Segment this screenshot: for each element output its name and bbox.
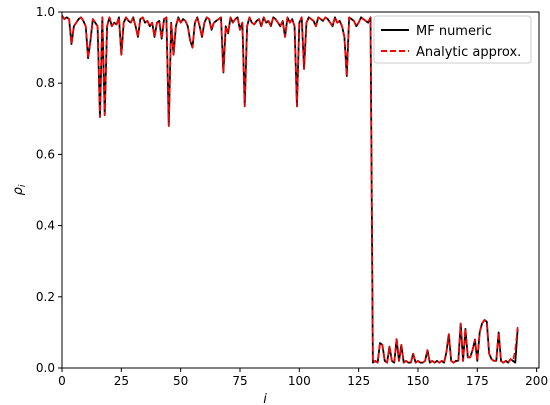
y-tick-label: 0.2 <box>36 290 55 304</box>
x-axis-label: i <box>263 392 267 405</box>
y-tick-label: 0.0 <box>36 361 55 375</box>
series-line-mf-numeric <box>61 15 519 364</box>
legend-box <box>373 15 532 64</box>
x-tick-label: 150 <box>407 374 430 388</box>
y-tick-label: 1.0 <box>36 5 55 19</box>
x-tick-label: 125 <box>347 374 370 388</box>
x-tick-label: 200 <box>525 374 548 388</box>
x-tick-label: 50 <box>173 374 188 388</box>
y-tick-label: 0.4 <box>36 219 55 233</box>
y-axis-label: ρi <box>11 184 28 195</box>
y-tick-label: 0.6 <box>36 147 55 161</box>
plot-frame <box>61 11 540 369</box>
x-tick-label: 0 <box>58 374 66 388</box>
legend: MF numeric Analytic approx. <box>373 15 532 64</box>
x-tick-label: 25 <box>114 374 129 388</box>
series-line-analytic-approx <box>61 15 519 364</box>
y-tick-label: 0.8 <box>36 76 55 90</box>
x-tick-label: 75 <box>232 374 247 388</box>
y-axis: 0.0 0.2 0.4 0.6 0.8 1.0 <box>36 5 62 375</box>
x-tick-label: 175 <box>466 374 489 388</box>
legend-label-mf-numeric: MF numeric <box>416 24 492 39</box>
legend-label-analytic-approx: Analytic approx. <box>416 45 521 60</box>
plot-lines <box>61 15 519 364</box>
x-axis: 0 25 50 75 100 125 150 175 200 <box>58 368 548 388</box>
x-tick-label: 100 <box>288 374 311 388</box>
